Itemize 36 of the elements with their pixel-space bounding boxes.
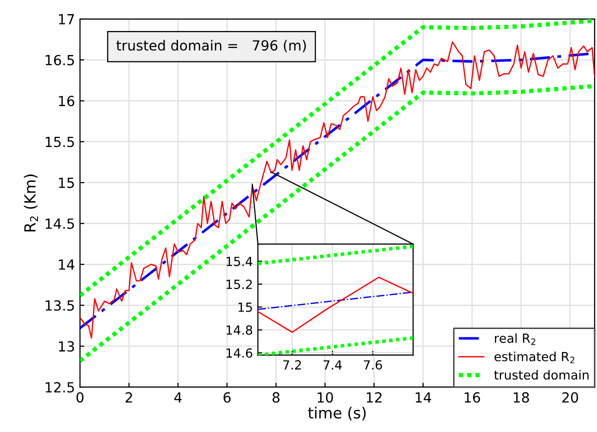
x-tick-label: 7.4	[324, 360, 342, 370]
y-tick-label: 15	[58, 178, 74, 188]
y-tick-label: 15.5	[46, 136, 74, 148]
legend-label: real R$_{2}$	[494, 333, 536, 345]
legend-label: trusted domain	[494, 370, 589, 380]
y-tick-label: 16	[58, 96, 74, 106]
x-tick-label: 7.2	[283, 360, 301, 370]
x-tick-label: 2	[126, 392, 132, 402]
y-axis-title: R$_{2}$ (Km)	[24, 174, 38, 232]
y-tick-label: 14.6	[226, 348, 252, 358]
annotation: trusted domain = 796 (m)	[116, 40, 306, 52]
y-tick-label: 16.5	[46, 54, 74, 66]
x-tick-label: 16	[464, 392, 480, 403]
y-tick-label: 15.4	[226, 256, 252, 266]
y-tick-label: 15	[238, 302, 252, 312]
x-tick-label: 0	[76, 392, 84, 403]
x-tick-label: 20	[562, 392, 578, 403]
y-tick-label: 13	[58, 341, 74, 352]
x-tick-label: 6	[224, 392, 231, 403]
x-tick-label: 7.6	[364, 360, 382, 370]
y-tick-label: 15.2	[226, 280, 252, 290]
x-tick-label: 18	[514, 392, 529, 403]
y-tick-label: 13.5	[46, 300, 74, 311]
line-series	[258, 276, 414, 333]
y-tick-label: 14.8	[226, 325, 252, 335]
x-tick-label: 14	[416, 392, 432, 402]
y-tick-label: 17	[58, 14, 74, 24]
x-tick-label: 10	[318, 392, 333, 403]
y-tick-label: 14.5	[46, 218, 74, 229]
x-tick-label: 8	[272, 392, 280, 403]
x-axis-title: time (s)	[308, 406, 366, 420]
legend-label: estimated R$_{2}$	[494, 352, 574, 364]
y-tick-label: 14	[58, 260, 74, 270]
y-tick-label: 12.5	[46, 382, 74, 393]
x-tick-label: 12	[366, 392, 382, 402]
x-tick-label: 4	[174, 392, 182, 402]
